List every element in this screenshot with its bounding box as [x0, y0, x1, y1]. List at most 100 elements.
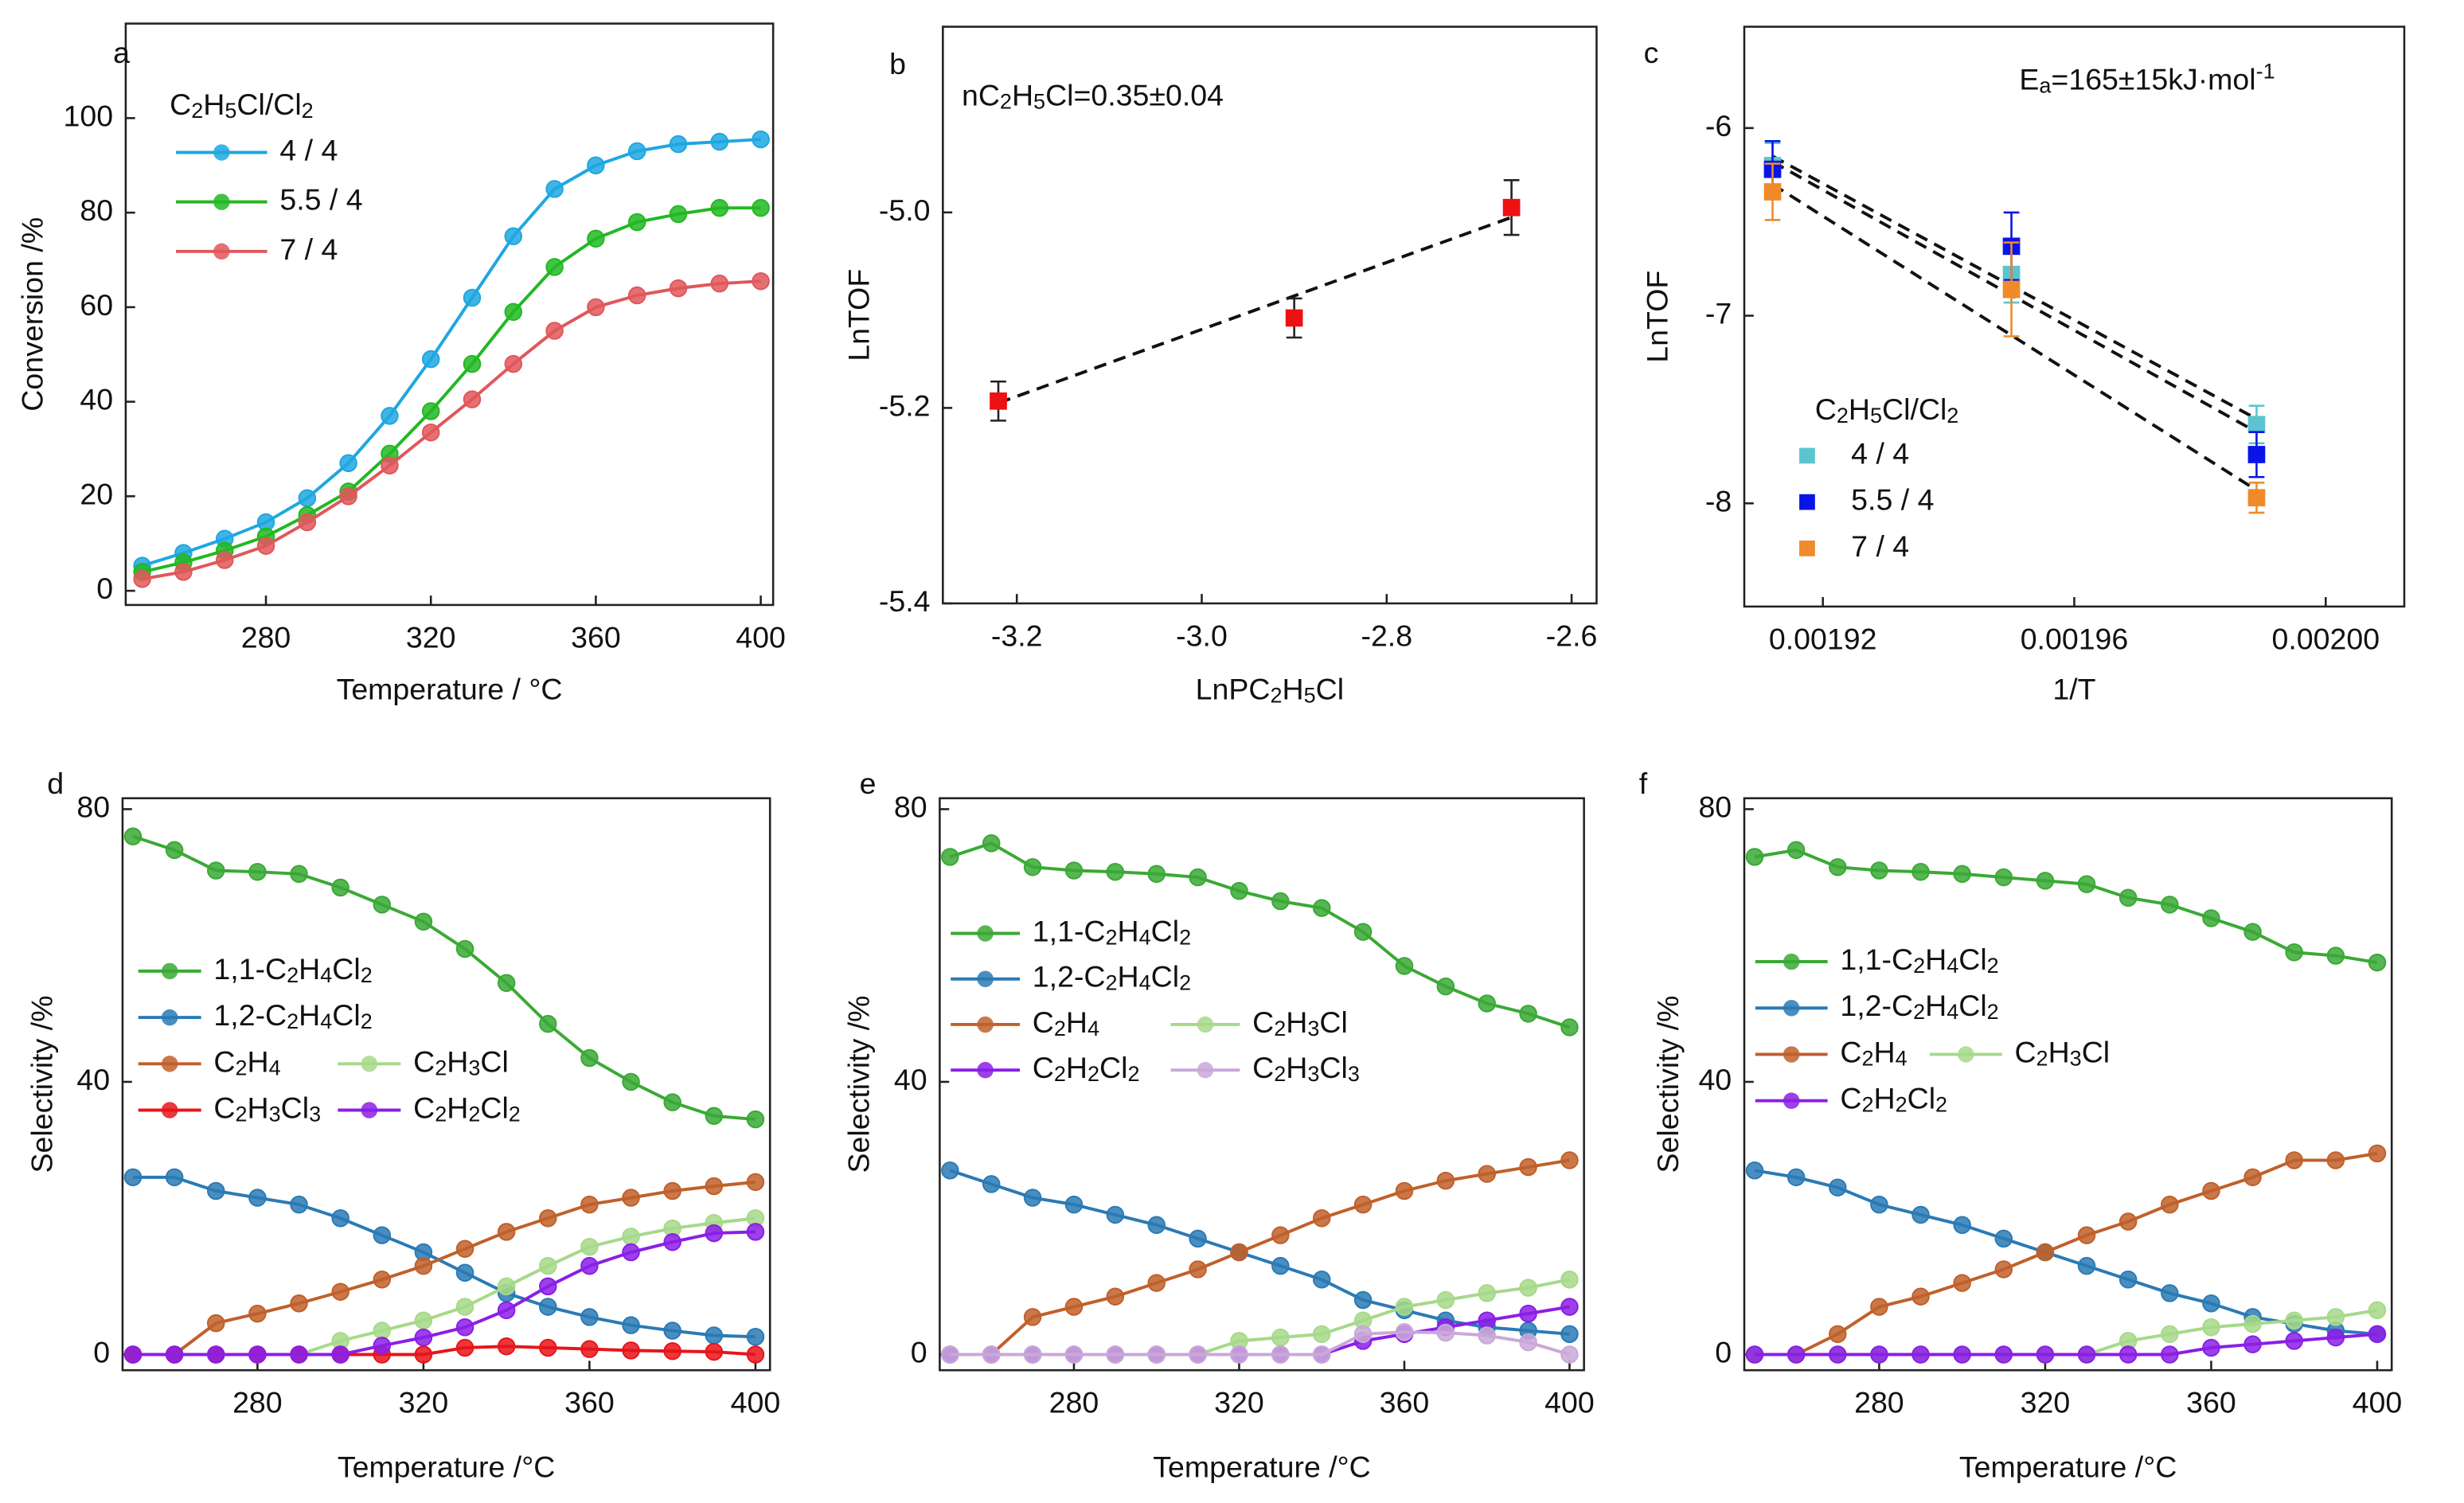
legend-marker	[361, 1056, 378, 1072]
marker	[215, 551, 234, 569]
x-axis-title: Temperature /°C	[1153, 1450, 1370, 1483]
marker	[1189, 1229, 1207, 1248]
marker	[1106, 1205, 1125, 1224]
marker	[622, 1341, 640, 1360]
marker	[1271, 1328, 1290, 1347]
marker	[463, 354, 482, 373]
marker	[1560, 1151, 1579, 1169]
x-tick-label: 280	[241, 620, 291, 654]
marker	[1829, 1325, 1847, 1344]
marker	[2118, 888, 2138, 908]
legend-marker	[977, 925, 994, 942]
x-tick-label: 0.00192	[1769, 622, 1877, 655]
marker	[746, 1223, 765, 1241]
legend-label: C2H2Cl2	[1033, 1051, 1140, 1086]
y-tick-label: 0	[96, 572, 113, 605]
x-tick-label: 320	[1214, 1386, 1264, 1419]
marker	[1436, 1290, 1455, 1310]
y-tick-label: -5.0	[879, 193, 931, 227]
x-tick-label: -3.2	[991, 619, 1043, 652]
marker	[248, 1345, 267, 1364]
marker	[504, 354, 523, 373]
y-tick-label: -7	[1705, 296, 1732, 330]
legend-label: C2H2Cl2	[413, 1091, 521, 1126]
marker	[1560, 1325, 1579, 1344]
marker	[622, 1243, 640, 1262]
marker	[1786, 1345, 1806, 1364]
plot-frame	[939, 797, 1585, 1372]
marker	[1189, 1345, 1207, 1364]
marker	[455, 1239, 474, 1259]
marker	[1911, 862, 1930, 881]
marker	[752, 130, 770, 149]
marker	[421, 402, 440, 420]
series-line	[132, 834, 756, 1122]
marker	[373, 1337, 392, 1355]
panel-label: b	[889, 47, 906, 80]
annotation: Ea=165±15kJ·mol-1	[2019, 60, 2275, 98]
marker	[2161, 1325, 2179, 1344]
marker	[627, 213, 646, 232]
marker	[539, 1014, 557, 1033]
fit-line	[998, 216, 1513, 405]
marker	[752, 198, 770, 217]
marker	[165, 1168, 184, 1187]
marker	[1870, 1298, 1888, 1316]
marker	[2202, 909, 2220, 927]
x-tick-label: 400	[731, 1386, 781, 1419]
series-line	[142, 206, 761, 574]
y-tick-label: 80	[76, 790, 110, 823]
x-tick-label: 0.00196	[2021, 622, 2129, 655]
series-line	[1754, 1169, 2378, 1336]
marker	[174, 563, 193, 581]
marker	[414, 912, 433, 931]
marker	[982, 1345, 1001, 1364]
marker	[207, 1181, 225, 1200]
legend-label: C2H4	[213, 1044, 280, 1079]
legend-label: 1,2-C2H4Cl2	[213, 998, 372, 1033]
marker	[1519, 1304, 1537, 1323]
x-tick-label: 400	[736, 620, 786, 654]
marker	[123, 827, 143, 845]
legend-label: C2H3Cl	[2014, 1035, 2110, 1070]
marker	[1911, 1345, 1930, 1364]
legend-marker	[1783, 1046, 1800, 1063]
legend-label: C2H3Cl3	[1252, 1051, 1360, 1086]
marker	[414, 1256, 433, 1275]
marker	[539, 1256, 557, 1275]
marker	[587, 156, 605, 174]
marker	[1478, 1326, 1496, 1345]
marker	[1147, 1345, 1166, 1364]
legend-marker	[977, 970, 994, 987]
series-line	[949, 841, 1571, 1029]
legend-marker	[977, 1061, 994, 1079]
series-line	[132, 1230, 756, 1357]
marker	[2243, 1314, 2262, 1333]
legend-label: C2H4	[1840, 1035, 1907, 1070]
marker	[1353, 1325, 1373, 1344]
y-tick-label: 0	[911, 1335, 927, 1368]
legend-label: 7 / 4	[279, 232, 338, 266]
marker	[2202, 1294, 2220, 1313]
legend-label: C2H3Cl3	[213, 1091, 321, 1126]
marker	[1953, 865, 1971, 884]
marker	[627, 286, 646, 305]
marker	[622, 1316, 640, 1334]
y-tick-label: 40	[1698, 1063, 1732, 1096]
marker	[256, 537, 275, 555]
series-line	[132, 1180, 756, 1357]
series-line	[949, 1169, 1570, 1336]
x-tick-label: 360	[1380, 1386, 1430, 1419]
marker	[455, 1263, 474, 1282]
marker	[497, 974, 516, 993]
legend-marker	[1197, 1016, 1214, 1033]
marker	[1911, 1287, 1930, 1306]
series-line	[142, 279, 761, 581]
marker	[1870, 1345, 1888, 1364]
legend-label: C2H2Cl2	[1840, 1082, 1947, 1117]
marker	[1994, 1345, 2013, 1364]
marker	[2368, 953, 2387, 972]
marker	[414, 1311, 433, 1329]
marker	[1312, 899, 1331, 917]
series-line	[1754, 848, 2378, 965]
